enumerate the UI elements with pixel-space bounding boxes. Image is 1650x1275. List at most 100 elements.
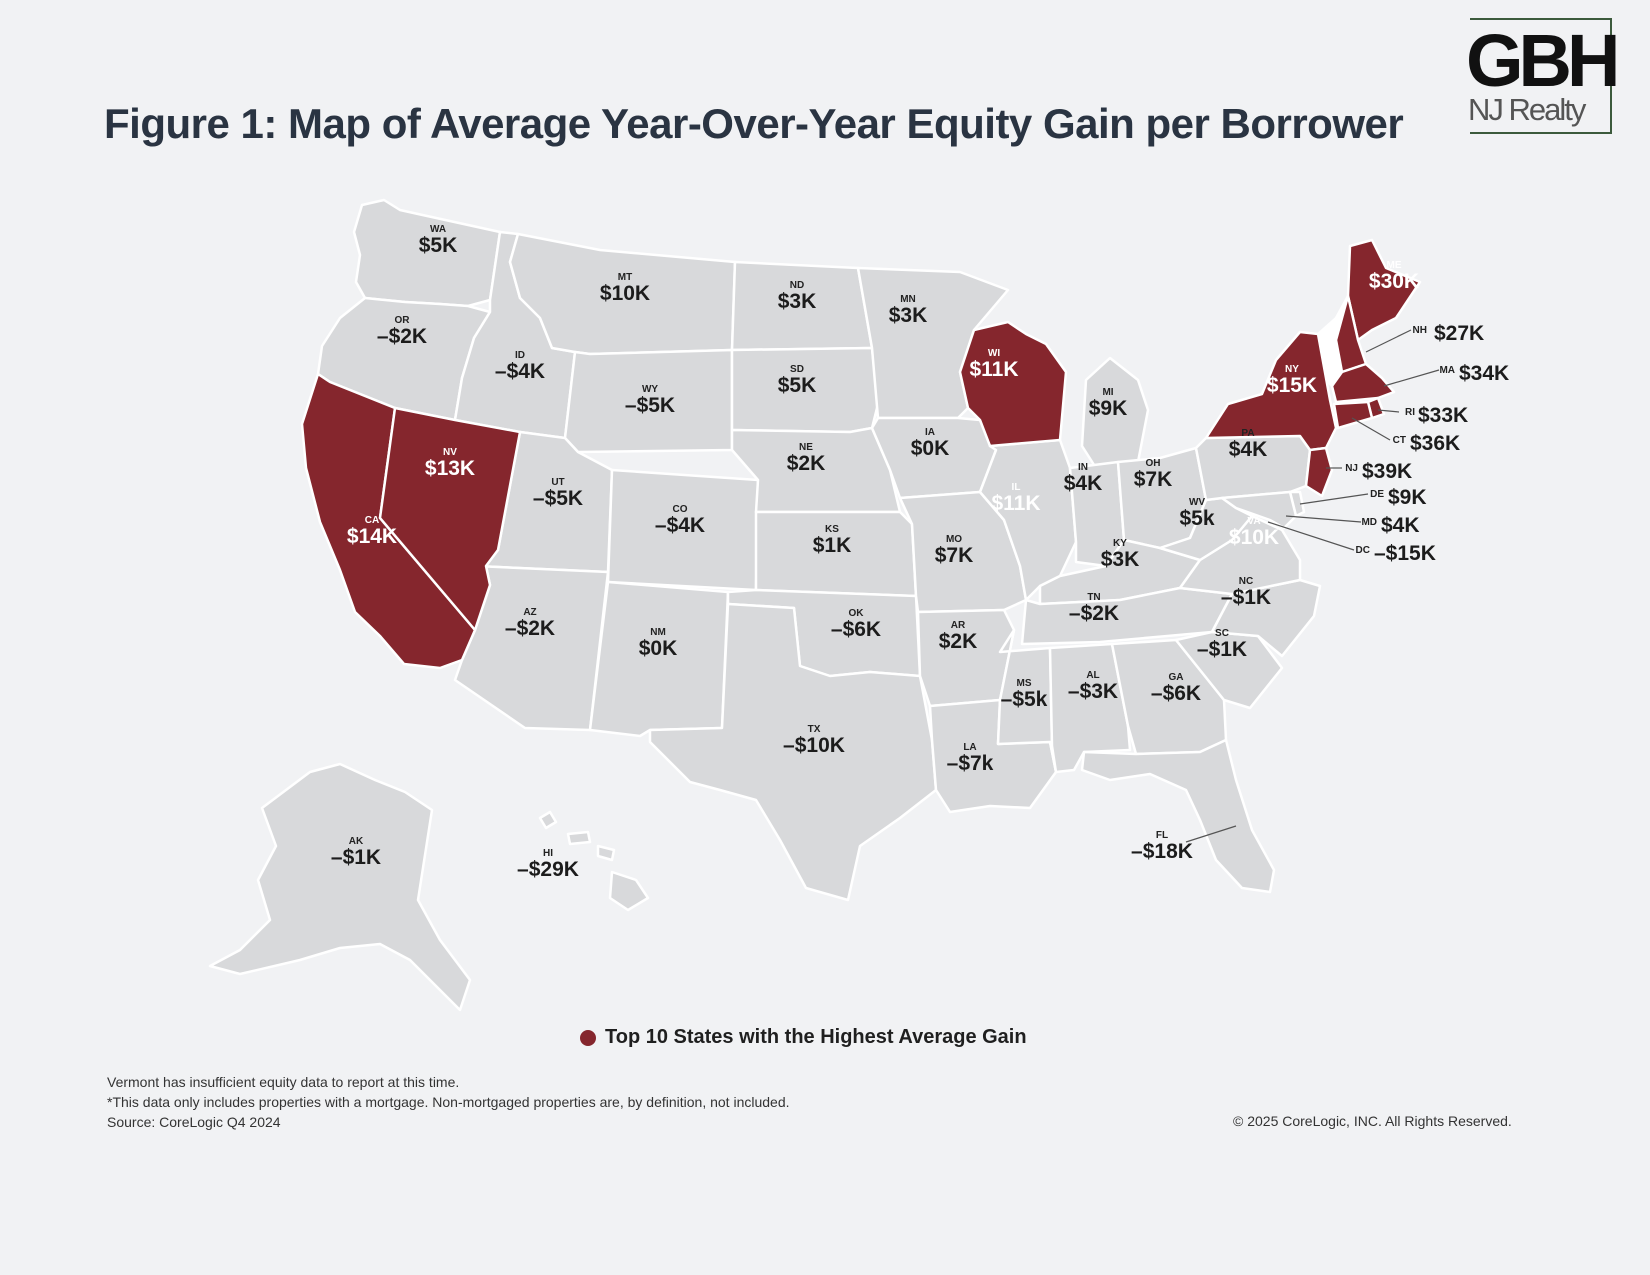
state-abbr-ar: AR: [951, 620, 966, 631]
state-ny: [1204, 330, 1338, 452]
state-abbr-pa: PA: [1241, 428, 1254, 439]
leader-line-nh: [1365, 329, 1412, 353]
state-value-ct: $36K: [1410, 432, 1460, 455]
state-abbr-ne: NE: [799, 442, 813, 453]
logo-subtitle: NJ Realty: [1468, 92, 1586, 127]
state-value-ms: –$5k: [1001, 688, 1048, 711]
leader-line-ct: [1351, 417, 1391, 441]
state-tx: [648, 602, 938, 902]
state-value-ks: $1K: [813, 534, 852, 557]
state-value-al: –$3K: [1068, 680, 1118, 703]
state-value-wa: $5K: [419, 234, 458, 257]
state-abbr-ia: IA: [925, 427, 935, 438]
legend-swatch-top10: [580, 1029, 596, 1046]
state-value-hi: –$29K: [517, 858, 579, 881]
state-abbr-ms: MS: [1017, 678, 1032, 689]
state-abbr-tn: TN: [1087, 592, 1100, 603]
state-abbr-ky: KY: [1113, 538, 1127, 549]
state-abbr-ca: CA: [365, 515, 379, 526]
state-value-in: $4K: [1064, 472, 1103, 495]
state-abbr-mt: MT: [618, 272, 632, 283]
state-value-az: –$2K: [505, 617, 555, 640]
state-ar: [916, 608, 1016, 708]
state-abbr-ct: CT: [1393, 435, 1406, 446]
map-legend: Top 10 States with the Highest Average G…: [580, 1026, 1027, 1049]
state-value-mo: $7K: [935, 544, 974, 567]
state-value-mn: $3K: [889, 304, 928, 327]
company-logo: GBH NJ Realty: [1466, 18, 1620, 134]
state-abbr-me: ME: [1387, 260, 1402, 271]
leader-line-md: [1285, 515, 1362, 523]
state-value-de: $9K: [1388, 486, 1427, 509]
state-abbr-nh: NH: [1413, 325, 1427, 336]
state-value-ma: $34K: [1459, 362, 1509, 385]
state-abbr-ma: MA: [1439, 365, 1455, 376]
us-states-map: WA$5KOR–$2KCA$14KNV$13KID–$4KMT$10KWY–$5…: [208, 198, 1509, 1012]
state-fl: [1080, 738, 1276, 894]
state-value-sd: $5K: [778, 374, 817, 397]
state-value-tn: –$2K: [1069, 602, 1119, 625]
state-value-or: –$2K: [377, 325, 427, 348]
state-value-nc: –$1K: [1221, 586, 1271, 609]
state-value-ri: $33K: [1418, 404, 1468, 427]
state-abbr-wv: WV: [1189, 497, 1205, 508]
state-value-ok: –$6K: [831, 618, 881, 641]
state-value-ut: –$5K: [533, 487, 583, 510]
state-abbr-mo: MO: [946, 534, 962, 545]
state-abbr-in: IN: [1078, 462, 1088, 473]
state-mi: [1080, 356, 1150, 470]
state-value-ga: –$6K: [1151, 682, 1201, 705]
state-abbr-oh: OH: [1146, 458, 1161, 469]
state-value-ne: $2K: [787, 452, 826, 475]
state-abbr-co: CO: [673, 504, 688, 515]
state-value-sc: –$1K: [1197, 638, 1247, 661]
state-value-ak: –$1K: [331, 846, 381, 869]
state-abbr-nd: ND: [790, 280, 804, 291]
state-value-wy: –$5K: [625, 394, 675, 417]
state-abbr-ok: OK: [849, 608, 865, 619]
state-value-co: –$4K: [655, 514, 705, 537]
footnote-vermont: Vermont has insufficient equity data to …: [107, 1074, 460, 1090]
state-value-il: $11K: [991, 492, 1040, 515]
state-value-mi: $9K: [1089, 397, 1128, 420]
state-shapes: [208, 198, 1422, 1012]
state-value-oh: $7K: [1134, 468, 1173, 491]
logo-wordmark: GBH: [1466, 19, 1620, 102]
state-abbr-nv: NV: [443, 447, 457, 458]
state-abbr-va: VA: [1247, 516, 1260, 527]
state-abbr-az: AZ: [523, 607, 536, 618]
state-abbr-ak: AK: [349, 836, 364, 847]
state-abbr-ut: UT: [551, 477, 564, 488]
state-il: [978, 438, 1078, 602]
footnote-mortgage: *This data only includes properties with…: [107, 1094, 790, 1110]
state-abbr-dc: DC: [1356, 545, 1370, 556]
state-abbr-il: IL: [1012, 482, 1021, 493]
state-value-me: $30K: [1369, 270, 1419, 293]
leader-line-dc: [1267, 521, 1355, 551]
state-abbr-sd: SD: [790, 364, 804, 375]
state-abbr-mn: MN: [900, 294, 916, 305]
state-value-wv: $5k: [1179, 507, 1214, 530]
state-value-ca: $14K: [347, 525, 397, 548]
state-abbr-wa: WA: [430, 224, 446, 235]
state-abbr-id: ID: [515, 350, 525, 361]
state-md: [1220, 490, 1298, 530]
state-value-id: –$4K: [495, 360, 545, 383]
state-abbr-mi: MI: [1102, 387, 1113, 398]
state-abbr-wi: WI: [988, 348, 1000, 359]
state-abbr-md: MD: [1361, 517, 1377, 528]
leader-line-fl: [1185, 825, 1237, 843]
state-abbr-al: AL: [1086, 670, 1099, 681]
state-abbr-sc: SC: [1215, 628, 1229, 639]
state-nj: [1304, 446, 1334, 498]
state-value-nj: $39K: [1362, 460, 1412, 483]
state-abbr-wy: WY: [642, 384, 658, 395]
page-title: Figure 1: Map of Average Year-Over-Year …: [104, 100, 1404, 147]
leader-line-de: [1299, 493, 1369, 505]
state-abbr-nc: NC: [1239, 576, 1253, 587]
state-value-la: –$7k: [947, 752, 994, 775]
state-value-md: $4K: [1381, 514, 1420, 537]
state-abbr-fl: FL: [1156, 830, 1168, 841]
state-abbr-nj: NJ: [1345, 463, 1358, 474]
state-value-va: $10K: [1229, 526, 1279, 549]
